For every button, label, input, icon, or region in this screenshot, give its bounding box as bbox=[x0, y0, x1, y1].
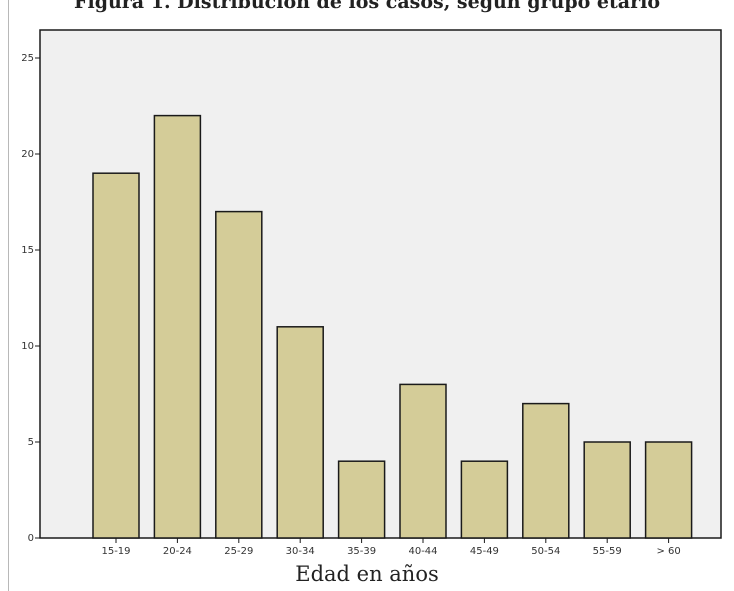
page-edge-rule bbox=[8, 0, 9, 591]
x-tick-label: 55-59 bbox=[593, 546, 622, 557]
bars bbox=[92, 114, 693, 539]
x-axis-label: Edad en años bbox=[295, 562, 439, 586]
x-tick-label: 25-29 bbox=[224, 546, 253, 557]
figure-title: Figura 1. Distribución de los casos, seg… bbox=[73, 0, 660, 13]
bar-15-19 bbox=[92, 172, 140, 539]
y-tick-label: 5 bbox=[28, 437, 34, 448]
x-tick-label: 35-39 bbox=[347, 546, 376, 557]
x-tick-label: 15-19 bbox=[101, 546, 130, 557]
bar-40-44 bbox=[399, 383, 447, 539]
x-tick-label: 45-49 bbox=[470, 546, 499, 557]
x-tick-label: 20-24 bbox=[163, 546, 192, 557]
bar-60 bbox=[644, 441, 693, 539]
x-tick-label: 50-54 bbox=[531, 546, 560, 557]
bar-50-54 bbox=[522, 402, 570, 539]
x-axis: 15-19 20-24 25-29 30-34 35-39 40-44 45-49 50-54… bbox=[101, 538, 681, 557]
x-tick-label: 40-44 bbox=[408, 546, 437, 557]
bar-20-24 bbox=[153, 114, 202, 539]
y-tick-label: 15 bbox=[21, 245, 34, 256]
bar-45-49 bbox=[460, 460, 509, 539]
bar-25-29 bbox=[215, 210, 263, 539]
y-tick-label: 0 bbox=[28, 533, 34, 544]
y-tick-label: 10 bbox=[21, 341, 34, 352]
x-tick-label: 30-34 bbox=[286, 546, 315, 557]
y-axis: 0 5 10 15 20 25 bbox=[21, 53, 40, 544]
bar-55-59 bbox=[583, 441, 631, 539]
bar-30-34 bbox=[276, 326, 324, 539]
y-tick-label: 20 bbox=[21, 149, 34, 160]
x-tick-label: > 60 bbox=[656, 546, 680, 557]
y-tick-label: 25 bbox=[21, 53, 34, 64]
bar-35-39 bbox=[337, 460, 386, 539]
